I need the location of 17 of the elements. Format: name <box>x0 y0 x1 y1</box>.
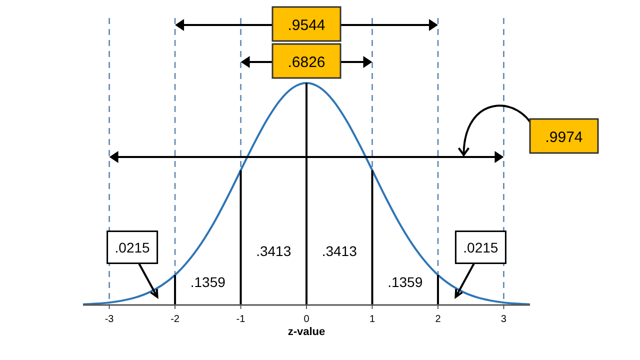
x-tick-label: -3 <box>104 314 114 325</box>
x-tick-label: -1 <box>236 314 246 325</box>
annotation: .3413 <box>256 243 292 260</box>
text: .9974 <box>545 129 583 146</box>
x-axis-title: z-value <box>288 326 326 338</box>
annotation: .0215 <box>114 239 150 256</box>
annotation: .3413 <box>322 243 358 260</box>
annotation: .1359 <box>388 274 423 290</box>
text: .9544 <box>288 17 326 34</box>
x-tick-label: -2 <box>170 314 180 325</box>
text: .6826 <box>288 54 326 71</box>
annotation: .1359 <box>190 274 226 290</box>
x-tick-label: 3 <box>500 314 507 325</box>
x-tick-label: 2 <box>435 314 442 325</box>
x-tick-label: 1 <box>369 314 376 325</box>
x-tick-label: 0 <box>304 314 310 325</box>
annotation: .0215 <box>463 239 498 256</box>
